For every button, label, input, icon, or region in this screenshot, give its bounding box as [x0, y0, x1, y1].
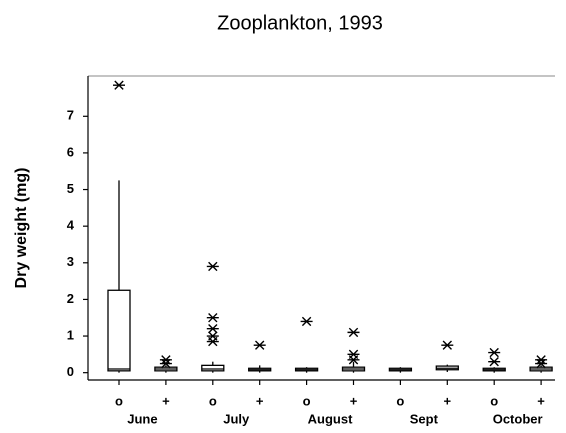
x-tick-label: +: [444, 393, 452, 408]
outlier: [347, 355, 360, 365]
x-tick-label: o: [209, 393, 217, 408]
y-tick-label: 4: [67, 218, 75, 233]
x-tick-label: +: [350, 393, 358, 408]
x-tick-label: +: [162, 393, 170, 408]
outlier: [300, 316, 313, 327]
x-tick-label: o: [303, 393, 311, 408]
box: [201, 364, 225, 372]
outlier: [347, 349, 360, 360]
group-label: October: [493, 411, 543, 426]
x-tick-label: +: [537, 393, 545, 408]
y-tick-label: 2: [67, 291, 74, 306]
group-label: July: [223, 411, 250, 426]
y-tick-label: 3: [67, 254, 74, 269]
group-label: Sept: [410, 411, 439, 426]
outlier: [488, 356, 501, 367]
y-axis-label: Dry weight (mg): [13, 168, 30, 289]
x-tick-label: o: [115, 393, 123, 408]
group-label: August: [308, 411, 353, 426]
x-tick-label: o: [396, 393, 404, 408]
chart-title: Zooplankton, 1993: [217, 12, 383, 34]
outlier: [206, 336, 219, 347]
outlier: [488, 347, 501, 358]
group-label: June: [127, 411, 157, 426]
x-tick-label: +: [256, 393, 264, 408]
y-tick-label: 0: [67, 364, 74, 379]
y-tick-label: 6: [67, 144, 74, 159]
outlier: [113, 80, 125, 90]
box: [107, 289, 131, 372]
y-tick-label: 1: [67, 327, 74, 342]
outlier: [206, 261, 219, 272]
outlier: [441, 340, 454, 350]
outlier: [206, 313, 219, 323]
outlier: [159, 358, 172, 369]
outlier: [535, 358, 548, 369]
outlier: [253, 340, 266, 350]
x-tick-label: o: [490, 393, 498, 408]
outlier: [206, 331, 219, 341]
outlier: [206, 324, 219, 334]
y-tick-label: 5: [67, 181, 74, 196]
y-tick-label: 7: [67, 108, 74, 123]
outlier: [347, 327, 360, 338]
